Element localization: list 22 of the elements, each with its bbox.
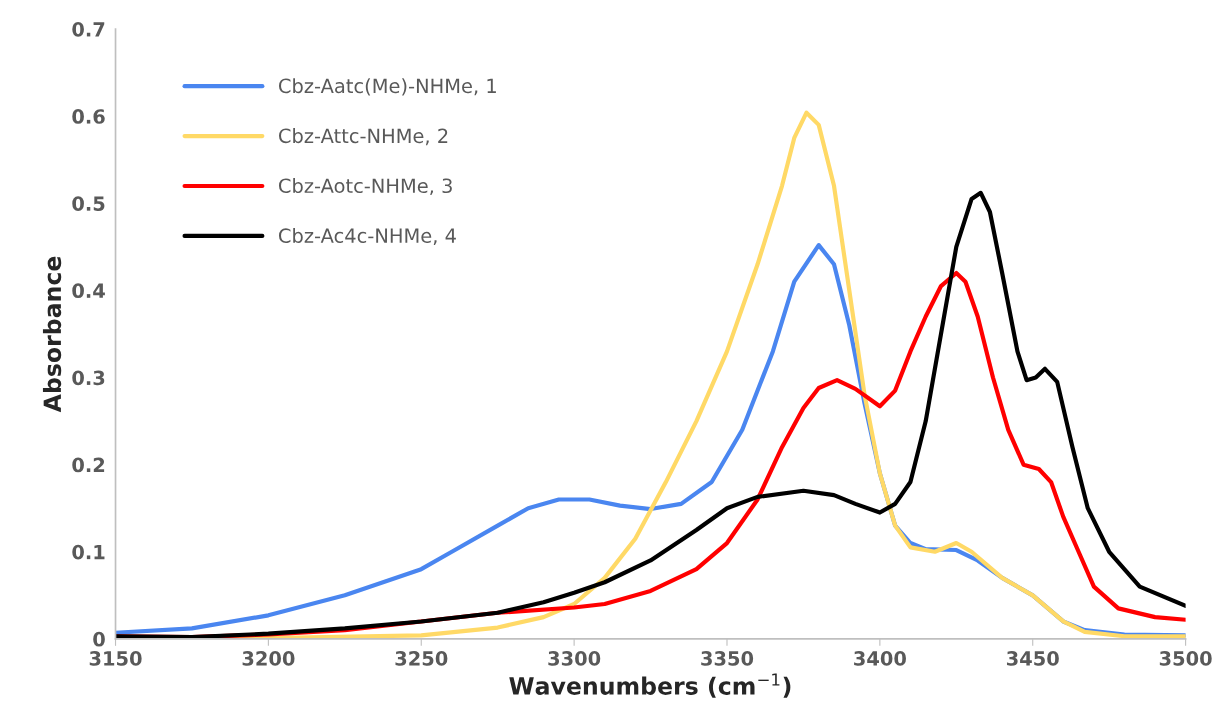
x-tick-label: 3150	[89, 651, 142, 666]
legend-label: Cbz-Aotc-NHMe, 3	[278, 178, 452, 196]
legend-label: Cbz-Attc-NHMe, 2	[278, 128, 448, 146]
x-tick-label: 3500	[1159, 651, 1212, 666]
y-tick-label: 0	[93, 631, 105, 647]
y-tick-label: 0.4	[72, 283, 105, 299]
x-tick-label: 3300	[548, 651, 601, 666]
y-tick-label: 0.5	[72, 196, 105, 211]
x-tick-label: 3450	[1006, 651, 1059, 666]
x-tick-label: 3400	[854, 651, 906, 666]
x-axis-title: Wavenumbers (cm$^{−1}$)	[509, 673, 791, 698]
x-tick-label: 3200	[242, 651, 295, 666]
y-tick-label: 0.2	[72, 457, 105, 473]
legend-label: Cbz-Ac4c-NHMe, 4	[278, 227, 456, 246]
legend-label: Cbz-Aatc(Me)-NHMe, 1	[278, 78, 496, 96]
x-tick-label: 3350	[701, 651, 754, 666]
x-tick-label: 3250	[395, 651, 448, 666]
y-tick-label: 0.6	[72, 109, 105, 124]
y-axis-title: Absorbance	[42, 256, 62, 413]
y-tick-label: 0.7	[72, 22, 105, 37]
y-tick-label: 0.3	[72, 370, 105, 386]
y-tick-label: 0.1	[72, 544, 105, 560]
